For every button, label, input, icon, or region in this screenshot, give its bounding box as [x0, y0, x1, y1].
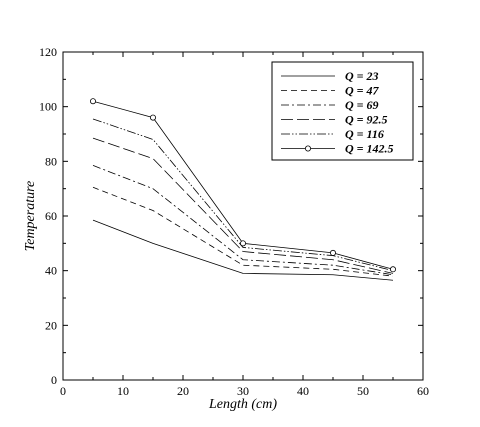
legend-label-1: Q = 23	[345, 69, 379, 83]
series-point-6	[389, 266, 396, 273]
y-tick-label: 100	[39, 100, 57, 114]
legend-marker-6	[304, 145, 311, 152]
legend-label-2: Q = 47	[345, 84, 380, 98]
axis-ticks: 0 10 20 30 40 50 60 0 20 40 60 80 100 120	[39, 45, 429, 398]
y-axis-title: Temperature	[23, 181, 38, 252]
series-point-6	[149, 114, 156, 121]
legend-label-6: Q = 142.5	[345, 142, 394, 156]
x-tick-label: 10	[117, 384, 129, 398]
y-tick-label: 60	[45, 209, 57, 223]
series-layer	[90, 98, 396, 281]
legend-label-5: Q = 116	[345, 127, 384, 141]
x-axis-title: Length (cm)	[208, 397, 277, 412]
x-tick-label: 50	[357, 384, 369, 398]
y-tick-label: 80	[45, 154, 57, 168]
legend-box	[271, 61, 414, 161]
series-line-4	[92, 137, 394, 274]
series-point-6	[239, 240, 246, 247]
y-tick-label: 0	[51, 373, 57, 387]
series-point-6	[329, 249, 336, 256]
y-tick-label: 40	[45, 264, 57, 278]
x-tick-label: 40	[297, 384, 309, 398]
series-line-2	[92, 186, 394, 277]
x-tick-label: 30	[237, 384, 249, 398]
series-line-3	[92, 165, 394, 276]
series-line-5	[92, 118, 394, 272]
x-tick-label: 20	[177, 384, 189, 398]
y-tick-label: 20	[45, 318, 57, 332]
y-tick-label: 120	[39, 45, 57, 59]
x-tick-label: 60	[417, 384, 429, 398]
legend-label-4: Q = 92.5	[345, 113, 388, 127]
series-line-1	[92, 219, 394, 281]
x-tick-label: 0	[60, 384, 66, 398]
series-point-6	[90, 98, 97, 105]
legend-label-3: Q = 69	[345, 98, 379, 112]
